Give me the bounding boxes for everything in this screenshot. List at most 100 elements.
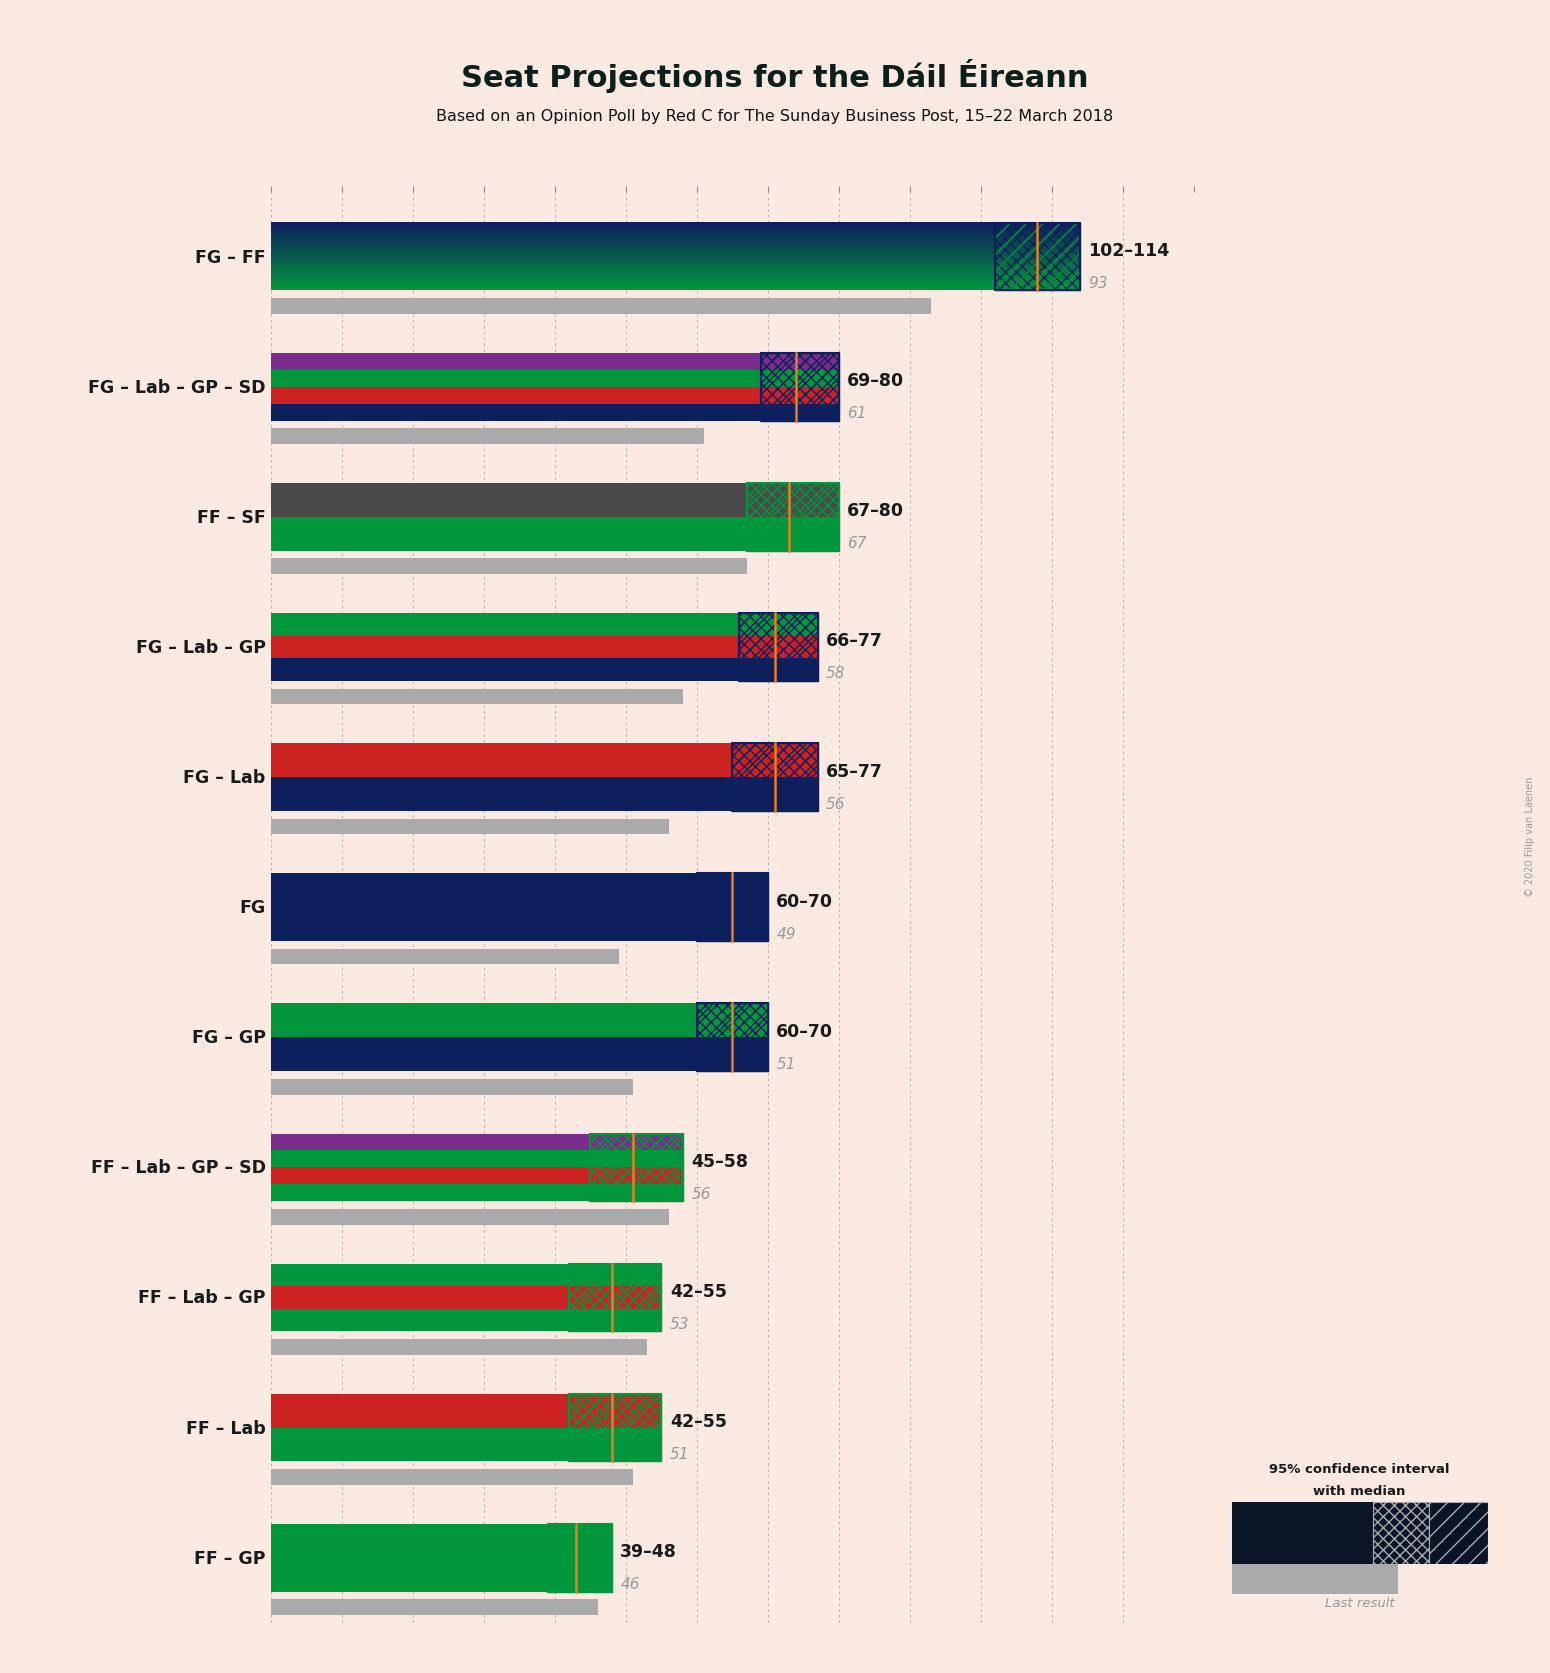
- Bar: [591, 1151, 682, 1168]
- Bar: [549, 1524, 612, 1591]
- Bar: [591, 1184, 682, 1201]
- Text: 58: 58: [826, 666, 845, 681]
- Bar: [591, 1168, 682, 1184]
- Text: 102–114: 102–114: [1088, 243, 1170, 259]
- Text: 95% confidence interval: 95% confidence interval: [1269, 1462, 1449, 1476]
- Bar: [569, 1394, 662, 1462]
- Text: 93: 93: [1088, 276, 1108, 291]
- Text: FF – GP: FF – GP: [194, 1549, 265, 1568]
- Text: 67: 67: [848, 535, 866, 550]
- Bar: [271, 1184, 591, 1201]
- Text: 53: 53: [670, 1317, 690, 1332]
- Bar: [271, 1004, 698, 1037]
- Bar: [271, 405, 761, 422]
- Text: FG – Lab: FG – Lab: [183, 768, 265, 786]
- Bar: [698, 873, 767, 942]
- Bar: [591, 1134, 682, 1201]
- Bar: [591, 1134, 682, 1151]
- Bar: [271, 1134, 591, 1151]
- Bar: [747, 483, 839, 517]
- Bar: [271, 299, 932, 315]
- Bar: [698, 1004, 767, 1071]
- Bar: [549, 1524, 612, 1558]
- Text: 60–70: 60–70: [777, 1022, 834, 1041]
- Bar: [271, 820, 668, 835]
- Bar: [271, 353, 761, 370]
- Text: 45–58: 45–58: [691, 1153, 749, 1169]
- Bar: [761, 405, 839, 422]
- Bar: [698, 1004, 767, 1071]
- Bar: [1429, 1502, 1488, 1566]
- Bar: [271, 873, 698, 942]
- Bar: [739, 614, 817, 636]
- Bar: [271, 744, 732, 778]
- Text: FG – Lab – GP: FG – Lab – GP: [135, 639, 265, 656]
- Text: with median: with median: [1313, 1484, 1406, 1497]
- Bar: [698, 873, 767, 942]
- Bar: [271, 1151, 591, 1168]
- Bar: [1373, 1502, 1429, 1566]
- Text: 46: 46: [620, 1576, 640, 1591]
- Bar: [761, 353, 839, 422]
- Bar: [732, 744, 817, 811]
- Text: Based on an Opinion Poll by Red C for The Sunday Business Post, 15–22 March 2018: Based on an Opinion Poll by Red C for Th…: [437, 109, 1113, 124]
- Bar: [761, 353, 839, 370]
- Text: 39–48: 39–48: [620, 1543, 677, 1561]
- Text: FG: FG: [239, 898, 265, 917]
- Bar: [732, 778, 817, 811]
- Bar: [271, 1340, 648, 1355]
- Bar: [995, 224, 1080, 291]
- Bar: [747, 483, 839, 552]
- Bar: [271, 1287, 569, 1308]
- Bar: [271, 949, 618, 965]
- Bar: [271, 388, 761, 405]
- Bar: [1232, 1564, 1398, 1594]
- Bar: [739, 636, 817, 659]
- Text: 49: 49: [777, 927, 795, 942]
- Text: 66–77: 66–77: [826, 632, 884, 651]
- Bar: [747, 517, 839, 552]
- Bar: [761, 388, 839, 405]
- Bar: [739, 614, 817, 681]
- Bar: [569, 1263, 662, 1332]
- Bar: [569, 1287, 662, 1308]
- Bar: [271, 483, 747, 517]
- Bar: [271, 689, 682, 704]
- Text: 60–70: 60–70: [777, 892, 834, 910]
- Text: FG – FF: FG – FF: [195, 248, 265, 266]
- Bar: [271, 1558, 549, 1591]
- Text: Seat Projections for the Dáil Éireann: Seat Projections for the Dáil Éireann: [462, 59, 1088, 92]
- Bar: [271, 1037, 698, 1071]
- Bar: [995, 224, 1080, 291]
- Text: Last result: Last result: [1325, 1596, 1393, 1609]
- Bar: [739, 614, 817, 681]
- Bar: [271, 659, 739, 681]
- Bar: [747, 483, 839, 552]
- Bar: [271, 1469, 632, 1486]
- Bar: [698, 1004, 767, 1037]
- Bar: [549, 1524, 612, 1591]
- Bar: [1232, 1502, 1373, 1566]
- Bar: [271, 1210, 668, 1225]
- Bar: [591, 1134, 682, 1201]
- Bar: [569, 1427, 662, 1462]
- Bar: [569, 1263, 662, 1287]
- Bar: [739, 614, 817, 681]
- Text: 56: 56: [691, 1186, 711, 1201]
- Text: FG – Lab – GP – SD: FG – Lab – GP – SD: [88, 378, 265, 397]
- Bar: [698, 873, 767, 942]
- Text: 42–55: 42–55: [670, 1412, 727, 1430]
- Bar: [271, 1394, 569, 1427]
- Text: 61: 61: [848, 407, 866, 422]
- Bar: [698, 1004, 767, 1071]
- Text: FF – SF: FF – SF: [197, 509, 265, 527]
- Bar: [549, 1524, 612, 1591]
- Text: FF – Lab – GP: FF – Lab – GP: [138, 1288, 265, 1307]
- Bar: [271, 778, 732, 811]
- Bar: [271, 1308, 569, 1332]
- Bar: [271, 1079, 632, 1094]
- Bar: [698, 1037, 767, 1071]
- Bar: [569, 1263, 662, 1332]
- Bar: [569, 1394, 662, 1462]
- Bar: [569, 1394, 662, 1462]
